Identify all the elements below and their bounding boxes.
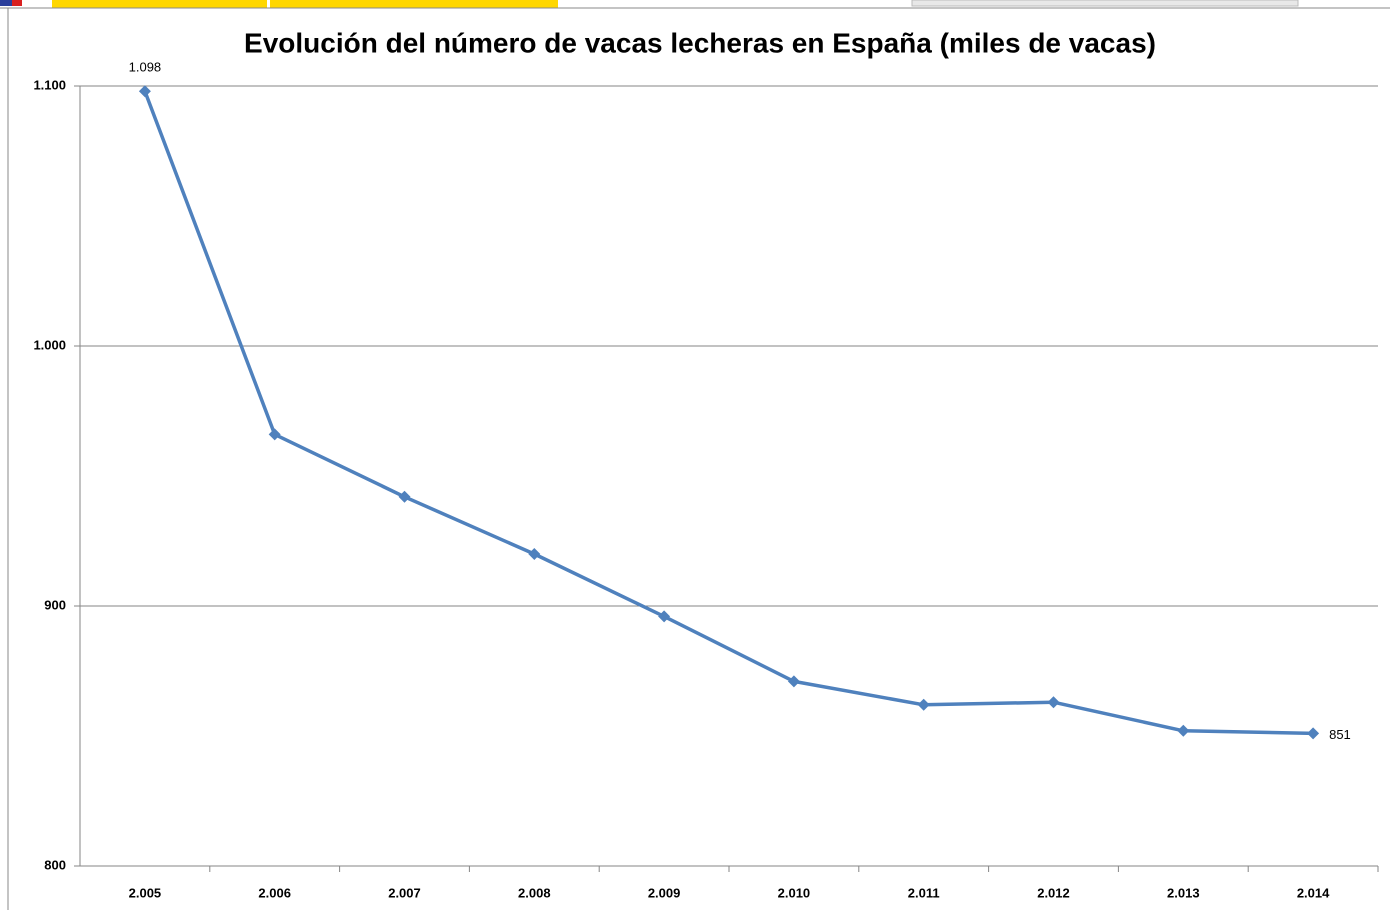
x-tick-label: 2.009	[648, 885, 681, 900]
data-point	[138, 85, 151, 98]
data-point	[917, 698, 930, 711]
x-tick-label: 2.014	[1297, 885, 1330, 900]
data-point	[398, 490, 411, 503]
series-line	[143, 90, 1314, 736]
data-point	[1307, 727, 1320, 740]
x-tick-label: 2.006	[258, 885, 291, 900]
x-tick-label: 2.008	[518, 885, 551, 900]
data-label: 851	[1329, 727, 1351, 742]
x-tick-label: 2.010	[778, 885, 811, 900]
x-tick-label: 2.005	[129, 885, 162, 900]
data-point	[787, 675, 800, 688]
header-bar	[52, 0, 267, 8]
flag-decoration	[12, 0, 22, 6]
y-tick-label: 900	[44, 597, 66, 612]
data-point	[528, 548, 541, 560]
data-point	[658, 610, 671, 623]
data-label: 1.098	[129, 60, 162, 75]
x-tick-label: 2.012	[1037, 885, 1070, 900]
y-tick-label: 1.100	[33, 77, 66, 92]
data-point	[268, 428, 281, 441]
header-bar	[270, 0, 558, 8]
chart-title: Evolución del número de vacas lecheras e…	[244, 27, 1156, 58]
data-point	[1047, 696, 1060, 709]
x-tick-label: 2.011	[908, 885, 940, 900]
flag-decoration	[0, 0, 22, 6]
y-tick-label: 1.000	[33, 337, 66, 352]
data-point	[1177, 724, 1190, 737]
y-tick-label: 800	[44, 857, 66, 872]
x-tick-label: 2.013	[1167, 885, 1200, 900]
x-tick-label: 2.007	[388, 885, 421, 900]
header-box	[911, 0, 1299, 7]
